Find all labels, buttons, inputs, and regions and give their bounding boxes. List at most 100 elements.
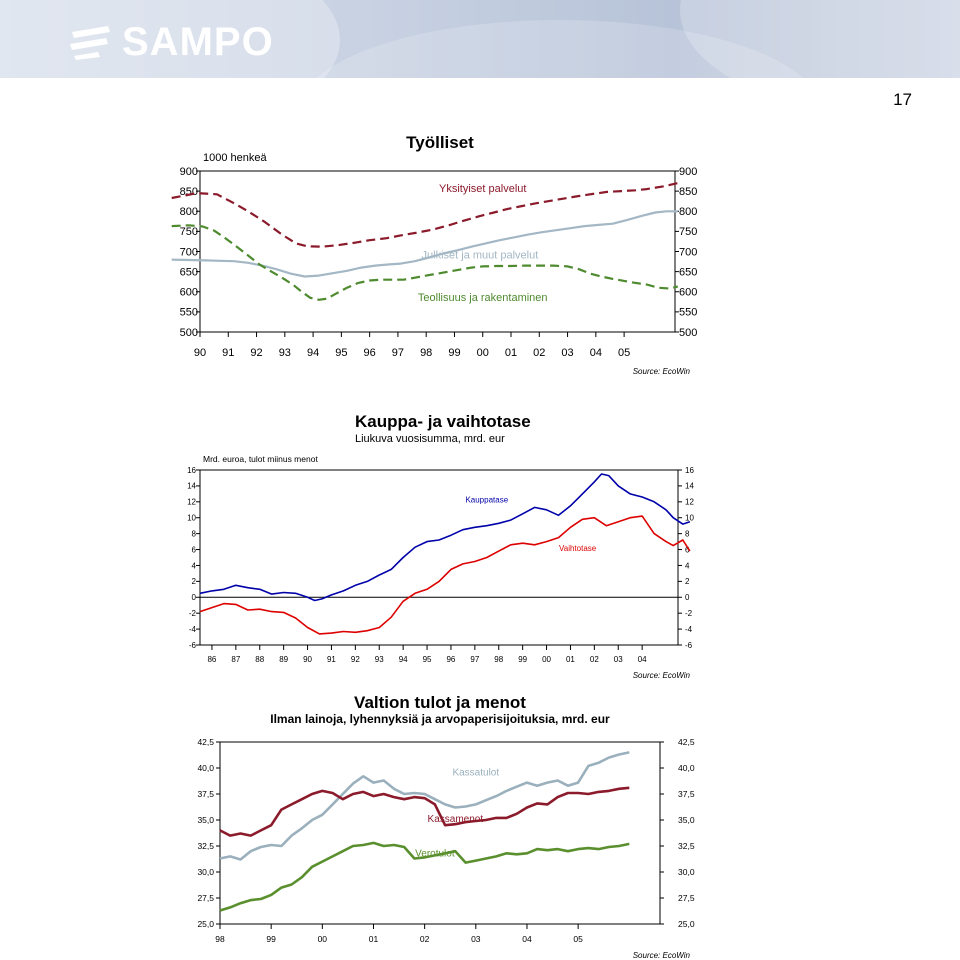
page-number: 17: [893, 90, 912, 109]
y-tick-label-left: 600: [180, 287, 198, 299]
y-tick-label-left: 4: [192, 561, 197, 570]
series-label: Verotulot: [415, 848, 455, 859]
y-tick-label-left: 37,5: [197, 789, 214, 799]
x-tick-label: 01: [369, 934, 379, 944]
series-label: Teollisuus ja rakentaminen: [418, 292, 548, 304]
x-tick-label: 95: [335, 347, 347, 359]
x-tick-label: 03: [471, 934, 481, 944]
y-tick-label-right: -4: [685, 625, 693, 634]
plot-frame: [219, 741, 661, 925]
y-tick-label-left: 2: [192, 577, 197, 586]
x-tick-label: 00: [318, 934, 328, 944]
x-tick-label: 98: [215, 934, 225, 944]
series-line-julkiset-ja-muut-palvelut: [171, 210, 678, 278]
y-tick-label-right: 6: [685, 545, 690, 554]
x-tick-label: 04: [522, 934, 532, 944]
chart-title: Kauppa- ja vaihtotase: [355, 412, 531, 431]
y-tick-label-right: 750: [679, 226, 697, 238]
x-tick-label: 02: [533, 347, 545, 359]
x-tick-label: 04: [590, 347, 602, 359]
y-tick-label-right: 40,0: [678, 763, 695, 773]
x-tick-label: 05: [573, 934, 583, 944]
y-tick-label-left: 30,0: [197, 867, 214, 877]
y-tick-label-left: 25,0: [197, 919, 214, 929]
x-tick-label: 97: [392, 347, 404, 359]
x-tick-label: 94: [307, 347, 319, 359]
y-tick-label-left: 12: [187, 498, 196, 507]
y-tick-label-right: 8: [685, 529, 690, 538]
x-tick-label: 99: [448, 347, 460, 359]
y-tick-label-left: -4: [189, 625, 197, 634]
x-tick-label: 94: [399, 655, 408, 664]
x-tick-label: 93: [375, 655, 384, 664]
series-line-verotulot: [219, 841, 630, 912]
y-tick-label-left: -6: [189, 641, 197, 650]
plot-frame: [199, 469, 679, 646]
y-tick-label-right: 32,5: [678, 841, 695, 851]
source-note: Source: EcoWin: [633, 367, 691, 376]
y-tick-label-left: 850: [180, 186, 198, 198]
x-tick-label: 86: [207, 655, 216, 664]
y-tick-label-left: 27,5: [197, 893, 214, 903]
x-tick-label: 91: [327, 655, 336, 664]
x-tick-label: 02: [590, 655, 599, 664]
y-tick-label-left: 14: [187, 482, 196, 491]
x-tick-label: 92: [351, 655, 360, 664]
y-tick-label-right: -2: [685, 609, 693, 618]
x-tick-label: 04: [638, 655, 647, 664]
x-tick-label: 90: [303, 655, 312, 664]
x-tick-label: 99: [266, 934, 276, 944]
y-tick-label-left: 550: [180, 307, 198, 319]
y-tick-label-right: 550: [679, 307, 697, 319]
x-tick-label: 01: [505, 347, 517, 359]
x-tick-label: 88: [255, 655, 264, 664]
chart-subtitle: Ilman lainoja, lyhennyksiä ja arvopaperi…: [270, 712, 610, 726]
chart-subtitle: Liukuva vuosisumma, mrd. eur: [355, 433, 505, 445]
y-tick-label-right: 650: [679, 266, 697, 278]
y-tick-label-right: 16: [685, 466, 694, 475]
y-tick-label-left: 500: [180, 327, 198, 339]
y-tick-label-right: 600: [679, 287, 697, 299]
y-tick-label-right: 500: [679, 327, 697, 339]
x-tick-label: 96: [446, 655, 455, 664]
x-tick-label: 00: [542, 655, 551, 664]
x-tick-label: 89: [279, 655, 288, 664]
y-tick-label-left: 750: [180, 226, 198, 238]
x-tick-label: 03: [614, 655, 623, 664]
sampo-logo-icon: [70, 26, 110, 60]
y-tick-label-right: 30,0: [678, 867, 695, 877]
y-tick-label-left: 900: [180, 166, 198, 178]
logo-text: SAMPO: [122, 20, 274, 64]
x-tick-label: 91: [222, 347, 234, 359]
y-tick-label-left: 32,5: [197, 841, 214, 851]
y-tick-label-right: 0: [685, 593, 690, 602]
x-tick-label: 01: [566, 655, 575, 664]
series-label: Julkiset ja muut palvelut: [422, 250, 539, 262]
chart-title: Valtion tulot ja menot: [354, 693, 526, 712]
series-label: Yksityiset palvelut: [439, 183, 526, 195]
source-note: Source: EcoWin: [633, 671, 691, 680]
x-tick-label: 92: [250, 347, 262, 359]
y-tick-label-left: 42,5: [197, 737, 214, 747]
y-tick-label-right: 2: [685, 577, 690, 586]
x-tick-label: 00: [477, 347, 489, 359]
header-banner: SAMPO: [0, 0, 960, 78]
y-tick-label-left: 800: [180, 206, 198, 218]
series-line-kassatulot: [219, 751, 630, 861]
series-line-yksityiset-palvelut: [171, 182, 679, 248]
y-tick-label-right: 850: [679, 186, 697, 198]
y-tick-label-right: 42,5: [678, 737, 695, 747]
sampo-logo[interactable]: SAMPO: [68, 20, 274, 64]
x-tick-label: 95: [423, 655, 432, 664]
y-tick-label-right: 35,0: [678, 815, 695, 825]
series-label: Kassatulot: [452, 767, 499, 778]
x-tick-label: 02: [420, 934, 430, 944]
y-tick-label-right: 12: [685, 498, 694, 507]
y-tick-label-left: 8: [192, 529, 197, 538]
x-tick-label: 96: [364, 347, 376, 359]
y-tick-label-right: 27,5: [678, 893, 695, 903]
y-tick-label-left: 650: [180, 266, 198, 278]
x-tick-label: 98: [494, 655, 503, 664]
y-tick-label-left: 40,0: [197, 763, 214, 773]
